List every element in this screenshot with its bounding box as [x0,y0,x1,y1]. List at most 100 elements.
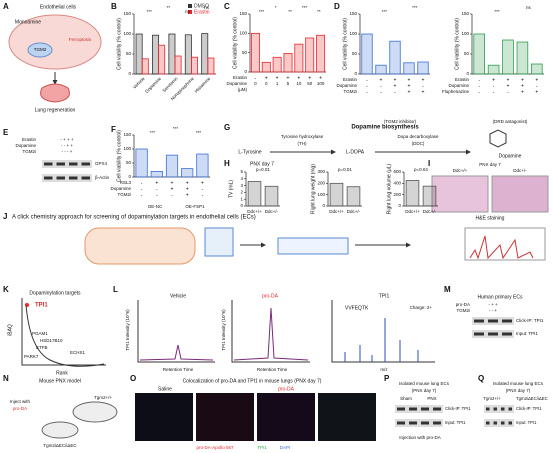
label: 0 [244,69,247,74]
label: Click-IP: TPI1 [516,318,544,323]
label: Charge: 2+ [410,305,433,310]
label: 4 [240,176,243,181]
label: 0 [240,203,243,208]
label: Dopamine [110,186,131,191]
label: 0 [128,71,131,76]
label: L [113,285,118,294]
label: Isolated mouse lung ECs [493,381,544,386]
label: Erastin [233,75,248,80]
label: + [394,77,397,83]
band [433,407,441,411]
label: *** [382,9,388,14]
blot [395,419,443,427]
bar [152,34,159,75]
label: D [334,2,340,11]
label: + [422,89,425,95]
label: - [141,180,143,186]
label: + [201,180,204,186]
label: pro-DA-Apollo 567 [196,445,234,450]
label: Dopamine [226,81,247,86]
band [421,407,429,411]
label: Saline [158,386,172,392]
bar [261,61,271,73]
label: 0 [128,174,131,179]
label: Dopamine [336,83,357,88]
label: 3 [240,183,243,188]
label: TGM2i [457,308,471,313]
bar [422,185,437,207]
label: - + + [488,302,498,307]
bar [531,63,543,75]
label: GPX4 [95,161,108,166]
label: (TGM2 inhibitor) [384,119,417,124]
label: 100 [123,146,131,151]
tpi1-point [25,303,29,307]
label: + [394,83,397,89]
label: ** [167,5,171,10]
label: 150 [123,11,131,16]
label: OE-FSP1 [185,204,205,209]
label: Mouse PNX model [39,378,81,384]
label: + [265,75,268,81]
label: VVFEQTK [345,305,369,311]
bar [487,64,500,75]
bar [174,55,182,75]
label: ** [288,9,292,14]
label: Tgm2+/+ [483,396,501,401]
label: Input: TPI1 [445,420,466,425]
label: + [186,192,189,198]
chromatogram [139,344,214,361]
label: - [141,186,143,192]
label: 50 [307,81,313,86]
label: Click-IP: TPI1 [445,406,471,411]
axis [21,298,106,366]
bar [181,168,194,178]
band [397,421,405,425]
label: - [141,192,143,198]
label: pro-DA [278,386,295,392]
label: Ddc+/- [423,209,437,214]
label: PNX [427,396,436,401]
band [433,421,441,425]
label: *** [259,9,265,14]
label: + [186,186,189,192]
label: pro-DA [262,293,279,299]
label: 150 [349,11,357,16]
label: Tgm2iΔEC/iΔEC [516,396,548,401]
tgm2-shape [27,42,53,58]
bar [135,148,148,178]
bar [405,180,420,207]
label: - [366,83,368,89]
label: Sham [400,396,412,401]
label: - [394,89,396,95]
label: - [171,192,173,198]
axis [331,300,435,363]
label: DAPI [280,445,291,450]
label: * [275,5,277,10]
label: A [3,2,9,11]
legend-swatch [188,10,192,14]
bar [294,43,304,73]
label: Isolated mouse lung ECs [399,381,450,386]
rank-curve [25,304,105,367]
band [501,421,505,425]
label: *** [196,130,202,135]
label: M [444,285,451,294]
mouse [41,421,79,439]
label: pro-DA [456,302,470,307]
label: iBAQ [7,324,13,336]
label: 150 [461,11,469,16]
label: p=0.04 [414,167,428,172]
label: - [493,89,495,95]
label: - [380,83,382,89]
bar [158,44,166,75]
bar [196,153,209,178]
label: - [507,89,509,95]
label: HSD17B10 [40,338,63,343]
label: RSL3 [120,180,132,185]
click-box [277,237,349,255]
label: Tyrosine hydroxylase [281,134,324,139]
label: 0 [265,81,268,86]
label: *** [147,9,153,14]
label: Tgm2+/+ [94,395,112,400]
